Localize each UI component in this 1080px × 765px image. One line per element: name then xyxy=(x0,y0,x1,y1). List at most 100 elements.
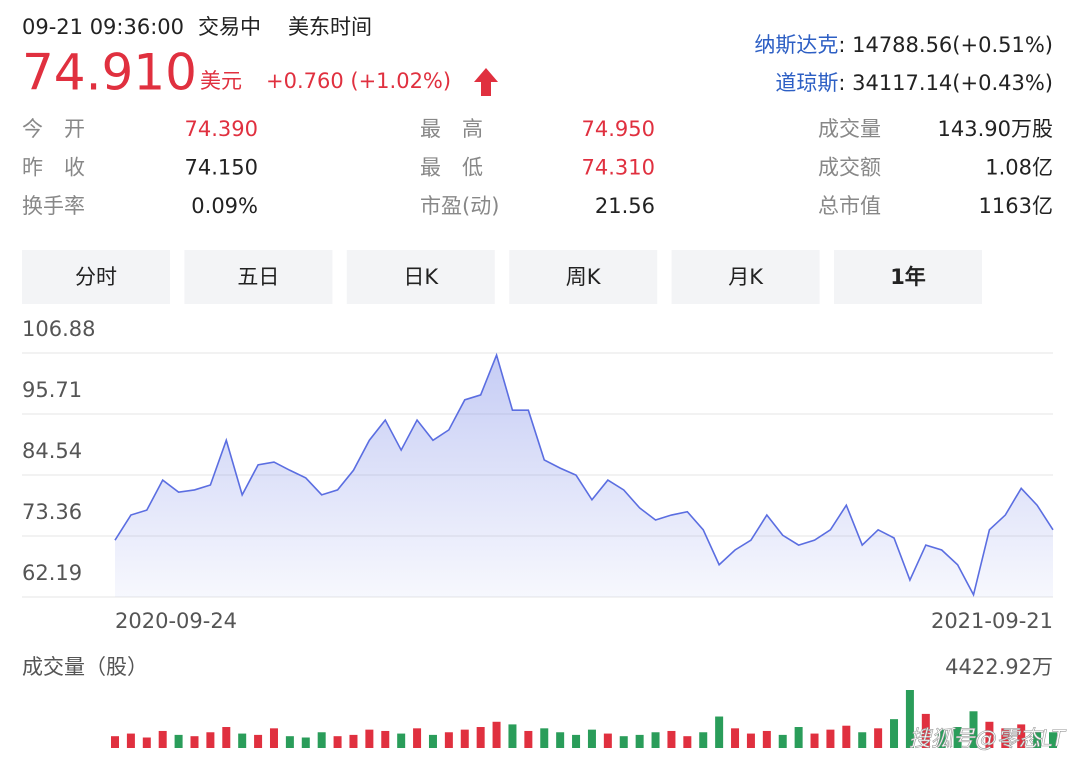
price-area xyxy=(115,355,1053,597)
volume-bar xyxy=(731,728,740,748)
tab-label[interactable]: 日K xyxy=(403,265,439,289)
volume-bar xyxy=(142,737,151,748)
up-arrow xyxy=(474,68,498,96)
tab-label[interactable]: 1年 xyxy=(890,265,926,289)
volume-bar xyxy=(985,721,994,748)
volume-bar xyxy=(238,733,247,748)
x-tick-label: 2021-09-21 xyxy=(931,609,1053,633)
index-value: : 34117.14(+0.43%) xyxy=(838,71,1053,95)
volume-bar xyxy=(667,730,676,748)
volume-bar xyxy=(810,733,819,748)
volume-bar xyxy=(174,734,183,748)
tab[interactable] xyxy=(509,250,658,304)
volume-bar xyxy=(365,729,374,748)
volume-bar xyxy=(269,728,278,748)
volume-bar xyxy=(413,728,422,748)
stat-label: 市盈(动) xyxy=(420,194,499,218)
tab-label[interactable]: 周K xyxy=(566,265,602,289)
volume-bar xyxy=(905,690,914,748)
stat-value: 74.390 xyxy=(185,117,258,141)
volume-bar xyxy=(381,730,390,748)
tab[interactable] xyxy=(184,250,333,304)
stat-value: 74.150 xyxy=(185,156,258,180)
volume-bar xyxy=(603,733,612,748)
index-name[interactable]: 道琼斯 xyxy=(775,71,838,95)
volume-bar xyxy=(953,727,962,748)
volume-bar xyxy=(444,732,453,748)
volume-bar xyxy=(683,736,692,748)
volume-bar xyxy=(524,730,533,748)
stat-label: 总市值 xyxy=(818,194,881,218)
volume-bar xyxy=(397,733,406,748)
tab[interactable] xyxy=(346,250,495,304)
volume-bar xyxy=(126,733,135,748)
volume-bar xyxy=(874,728,883,748)
volume-bar xyxy=(508,724,517,748)
volume-bar xyxy=(1001,728,1010,748)
volume-bar xyxy=(349,734,358,748)
y-tick-label: 95.71 xyxy=(22,378,82,402)
price-line xyxy=(114,352,1054,597)
stat-value: 74.950 xyxy=(582,117,655,141)
y-tick-label: 73.36 xyxy=(22,500,82,524)
tab[interactable] xyxy=(22,250,170,304)
volume-bar xyxy=(572,734,581,748)
stat-label: 最 低 xyxy=(420,156,483,180)
x-tick-label: 2020-09-24 xyxy=(115,609,237,633)
volume-bar xyxy=(778,734,787,748)
volume-bar xyxy=(619,736,628,748)
volume-bar xyxy=(858,732,867,748)
watermark: 搜狐号@零态LT xyxy=(909,727,1067,752)
stat-label: 成交量 xyxy=(818,117,881,141)
volume-bar xyxy=(460,729,469,748)
volume-bar xyxy=(190,736,199,748)
stat-value: 1163亿 xyxy=(979,194,1053,218)
volume-bar xyxy=(254,734,263,748)
volume-bar xyxy=(222,727,231,748)
volume-bar xyxy=(651,732,660,748)
volume-bar xyxy=(1049,732,1057,748)
volume-bar xyxy=(428,734,437,748)
tab-label[interactable]: 五日 xyxy=(237,265,279,289)
volume-bar xyxy=(890,719,899,748)
volume-bar xyxy=(158,730,167,748)
volume-bar xyxy=(1033,730,1042,748)
volume-bar xyxy=(969,711,978,748)
quote-time: 09-21 09:36:00 xyxy=(22,15,184,39)
tab-label[interactable]: 分时 xyxy=(75,265,117,289)
stat-label: 今 开 xyxy=(22,117,85,141)
tab[interactable] xyxy=(834,250,982,304)
volume-bar xyxy=(476,727,485,748)
volume-bar xyxy=(937,729,946,748)
volume-bar xyxy=(111,736,119,748)
volume-bar xyxy=(556,732,565,748)
stat-label: 换手率 xyxy=(22,194,85,218)
volume-bar xyxy=(301,737,310,748)
volume-bar xyxy=(794,727,803,748)
volume-bar xyxy=(715,716,724,748)
stat-value: 0.09% xyxy=(191,194,258,218)
stat-label: 最 高 xyxy=(420,117,483,141)
stat-label: 昨 收 xyxy=(22,156,85,180)
volume-bar xyxy=(762,730,771,748)
volume-bar xyxy=(587,729,596,748)
y-tick-label: 84.54 xyxy=(22,439,82,463)
y-tick-label: 62.19 xyxy=(22,561,82,585)
tab[interactable] xyxy=(671,250,820,304)
stat-value: 143.90万股 xyxy=(938,117,1053,141)
volume-bar xyxy=(746,733,755,748)
volume-bar xyxy=(206,732,215,748)
index-name[interactable]: 纳斯达克 xyxy=(754,33,838,57)
stat-value: 1.08亿 xyxy=(985,156,1053,180)
volume-bar xyxy=(540,728,549,748)
volume-bar xyxy=(921,713,930,748)
price: 74.910 xyxy=(22,44,197,102)
timezone: 美东时间 xyxy=(288,15,372,39)
volume-bar xyxy=(826,729,835,748)
stat-label: 成交额 xyxy=(818,156,881,180)
y-tick-label: 106.88 xyxy=(22,317,95,341)
volume-bar xyxy=(1017,724,1026,748)
volume-bar xyxy=(333,736,342,748)
tab-label[interactable]: 月K xyxy=(728,265,764,289)
